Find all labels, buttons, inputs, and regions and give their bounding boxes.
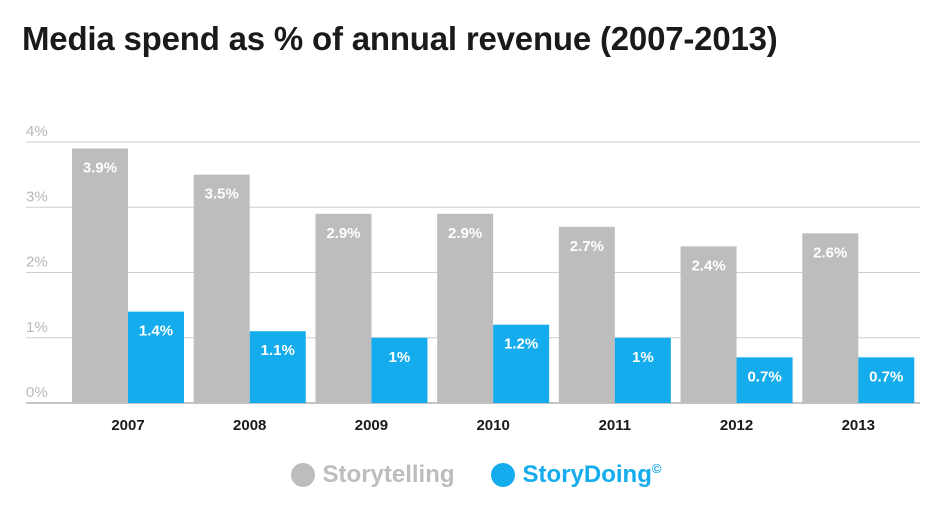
x-tick-label: 2011	[599, 417, 632, 434]
data-label: 1%	[632, 349, 654, 366]
x-tick-label: 2012	[720, 417, 753, 434]
legend-swatch-storydoing	[490, 463, 515, 487]
x-tick-label: 2010	[476, 417, 509, 434]
data-label: 3.9%	[83, 160, 117, 177]
bar-storydoing-2007	[128, 311, 184, 403]
data-label: 0.7%	[747, 368, 781, 385]
x-tick-label: 2007	[111, 417, 144, 434]
legend-label-storytelling: Storytelling	[322, 461, 455, 488]
y-tick-label: 4%	[26, 123, 48, 140]
bar-storytelling-2011	[558, 226, 615, 403]
data-label: 2.4%	[691, 257, 725, 274]
bar-storydoing-2010	[493, 324, 550, 403]
bar-storytelling-2008	[193, 174, 250, 403]
bar-storytelling-2012	[680, 246, 737, 403]
bar-chart: 0% 1% 2% 3% 4% 3.9% 1.4% 2007 3.5% 1.1% 2008 2.9% 1%…	[26, 123, 920, 434]
chart-legend: Storytelling StoryDoing©	[0, 457, 952, 493]
data-label: 2.9%	[448, 225, 482, 242]
bar-storytelling-2009	[315, 213, 372, 403]
bar-storydoing-2008	[249, 331, 306, 403]
legend-swatch-storytelling	[290, 463, 315, 487]
chart-title: Media spend as % of annual revenue (2007…	[22, 20, 778, 57]
bar-storydoing-2012	[736, 357, 793, 403]
data-label: 2.6%	[813, 244, 847, 261]
bar-storytelling-2013	[802, 233, 859, 403]
y-tick-label: 1%	[26, 319, 48, 336]
legend-label-storydoing: StoryDoing©	[522, 461, 662, 488]
x-tick-label: 2013	[842, 417, 875, 434]
data-label: 1.4%	[139, 323, 173, 340]
data-label: 1.1%	[261, 342, 295, 359]
y-tick-label: 0%	[26, 384, 48, 401]
x-tick-label: 2008	[233, 417, 266, 434]
legend-item-storytelling: Storytelling	[290, 461, 455, 489]
bar-storytelling-2007	[72, 148, 128, 403]
data-label: 2.7%	[570, 238, 604, 255]
data-label: 1.2%	[504, 336, 538, 353]
bar-storydoing-2011	[614, 337, 671, 403]
bar-storydoing-2013	[858, 357, 915, 403]
data-label: 2.9%	[326, 225, 360, 242]
y-tick-label: 2%	[26, 254, 48, 271]
y-tick-label: 3%	[26, 188, 48, 205]
bar-storytelling-2010	[437, 213, 494, 403]
legend-item-storydoing: StoryDoing©	[490, 461, 662, 489]
data-label: 3.5%	[205, 186, 239, 203]
data-label: 0.7%	[869, 368, 903, 385]
bar-storydoing-2009	[371, 337, 428, 403]
data-label: 1%	[389, 349, 411, 366]
x-tick-label: 2009	[355, 417, 388, 434]
